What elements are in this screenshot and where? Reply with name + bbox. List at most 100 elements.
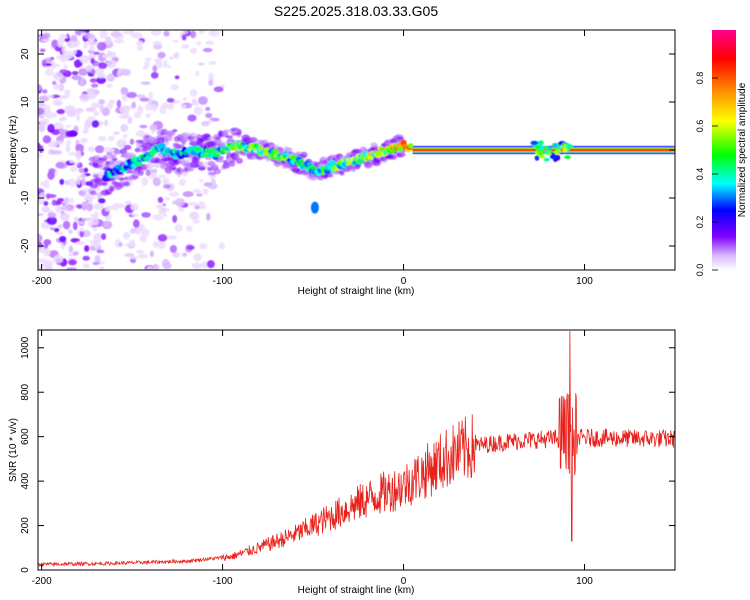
- spectrogram-noise-blob: [187, 114, 197, 122]
- spectrogram-noise-blob: [39, 95, 49, 102]
- spectrogram-noise-blob: [90, 102, 99, 108]
- spectrogram-halo-blob: [217, 155, 224, 163]
- spectrogram-halo-blob: [222, 132, 229, 137]
- spectrogram-noise-blob: [152, 264, 160, 270]
- spectrogram-noise-blob: [198, 178, 204, 183]
- spectrogram-halo-blob: [350, 167, 357, 172]
- colorbar-tick-label: 0.8: [695, 72, 705, 85]
- spectrogram-noise-blob: [49, 63, 61, 68]
- spectrogram-noise-blob: [68, 152, 79, 156]
- spectrogram-halo-blob: [225, 135, 233, 139]
- spectrogram-noise-blob: [74, 161, 79, 165]
- spectrogram-ridge-blob: [157, 142, 166, 150]
- spectrogram-noise-blob: [157, 174, 167, 178]
- spectrogram-noise-blob: [172, 39, 179, 43]
- spectrogram-noise-blob: [116, 139, 128, 148]
- spectrogram-noise-blob: [169, 245, 178, 253]
- spectrogram-noise-blob: [126, 91, 138, 99]
- spectrogram-noise-blob: [141, 212, 151, 218]
- spectrogram-noise-blob: [186, 245, 195, 250]
- spectrogram-noise-blob: [71, 70, 79, 76]
- spectrogram-noise-blob: [52, 99, 64, 106]
- spectrogram-noise-blob: [42, 89, 48, 94]
- spectrogram-noise-blob: [162, 177, 170, 185]
- spectrogram-noise-blob: [202, 47, 213, 53]
- spectrogram-noise-blob: [198, 30, 206, 35]
- colorbar-tick-label: 0.6: [695, 120, 705, 133]
- spectrogram-noise-blob: [141, 228, 150, 237]
- spectrogram-noise-blob: [65, 145, 71, 153]
- snr-y-tick-label: 0: [20, 567, 31, 573]
- spectrogram-noise-blob: [39, 118, 49, 127]
- spectrogram-noise-blob: [122, 30, 133, 35]
- spectrogram-noise-blob: [41, 59, 47, 67]
- spectrogram-noise-blob: [56, 224, 64, 229]
- spectrogram-halo-blob: [177, 144, 185, 149]
- spectrogram-halo-blob: [223, 129, 233, 133]
- spectrogram-noise-blob: [96, 41, 107, 51]
- spectrogram-noise-blob: [156, 240, 167, 250]
- spectrogram-noise-blob: [162, 202, 167, 207]
- snr-y-tick-label: 400: [20, 472, 31, 489]
- spectrogram-noise-blob: [200, 205, 207, 210]
- spectrogram-noise-blob: [70, 166, 78, 172]
- snr-y-tick-label: 1000: [20, 336, 31, 359]
- spectrogram-noise-blob: [205, 112, 213, 119]
- spectrogram-noise-blob: [71, 75, 82, 81]
- spectrogram-noise-blob: [145, 113, 152, 119]
- spectrogram-wobble-blob: [564, 155, 571, 160]
- spectrogram-noise-blob: [152, 40, 162, 46]
- spectrogram-noise-blob: [86, 64, 93, 73]
- spectrogram-noise-blob: [38, 102, 46, 107]
- spectrogram-halo-blob: [249, 137, 259, 143]
- spectrogram-noise-blob: [122, 94, 128, 102]
- spectrogram-y-tick-label: 10: [20, 96, 31, 108]
- spectrogram-noise-blob: [57, 39, 64, 48]
- spectrogram-halo-blob: [222, 162, 231, 169]
- spectrogram-noise-blob: [150, 71, 159, 79]
- spectrogram-y-axis-label: Frequency (Hz): [8, 116, 19, 185]
- spectrogram-noise-blob: [152, 214, 164, 221]
- spectrogram-halo-blob: [182, 135, 189, 142]
- spectrogram-noise-blob: [178, 178, 186, 186]
- spectrogram-noise-blob: [64, 38, 71, 42]
- spectrogram-noise-blob: [86, 88, 97, 95]
- spectrogram-noise-blob: [103, 147, 114, 153]
- spectrogram-noise-blob: [42, 135, 52, 144]
- spectrogram-noise-blob: [113, 39, 125, 44]
- spectrogram-ridge-blob: [356, 158, 364, 165]
- spectrogram-halo-blob: [109, 185, 115, 192]
- spectrogram-noise-blob: [41, 206, 50, 213]
- spectrogram-halo-blob: [108, 160, 117, 168]
- spectrogram-noise-blob: [83, 41, 88, 49]
- spectrogram-y-tick-label: -20: [20, 238, 31, 253]
- spectrogram-noise-blob: [84, 245, 90, 252]
- spectrogram-noise-blob: [120, 123, 129, 132]
- spectrogram-noise-blob: [65, 130, 75, 138]
- spectrogram-noise-blob: [59, 178, 65, 185]
- spectrogram-noise-blob: [121, 68, 131, 76]
- spectrogram-halo-blob: [157, 137, 165, 144]
- spectrogram-noise-blob: [59, 53, 67, 63]
- spectrogram-noise-blob: [82, 255, 90, 261]
- spectrogram-noise-blob: [75, 204, 83, 209]
- spectrogram-noise-blob: [45, 94, 55, 98]
- spectrogram-carrier-core: [412, 148, 675, 152]
- spectrogram-noise-blob: [99, 30, 108, 39]
- spectrogram-noise-blob: [180, 104, 187, 109]
- spectrogram-halo-blob: [326, 174, 334, 178]
- spectrogram-noise-blob: [190, 30, 197, 39]
- spectrogram-noise-blob: [206, 212, 211, 221]
- spectrogram-noise-blob: [91, 120, 100, 128]
- spectrogram-noise-blob: [183, 30, 189, 34]
- spectrogram-noise-blob: [106, 73, 115, 82]
- spectrogram-noise-blob: [192, 189, 202, 194]
- spectrogram-noise-blob: [208, 30, 220, 37]
- spectrogram-wobble-blob: [543, 150, 549, 155]
- spectrogram-noise-blob: [87, 33, 93, 39]
- snr-y-tick-label: 600: [20, 428, 31, 445]
- spectrogram-noise-blob: [89, 45, 96, 52]
- spectrogram-noise-blob: [93, 240, 100, 249]
- spectrogram-noise-blob: [197, 62, 206, 66]
- colorbar-tick-label: 0.0: [695, 264, 705, 277]
